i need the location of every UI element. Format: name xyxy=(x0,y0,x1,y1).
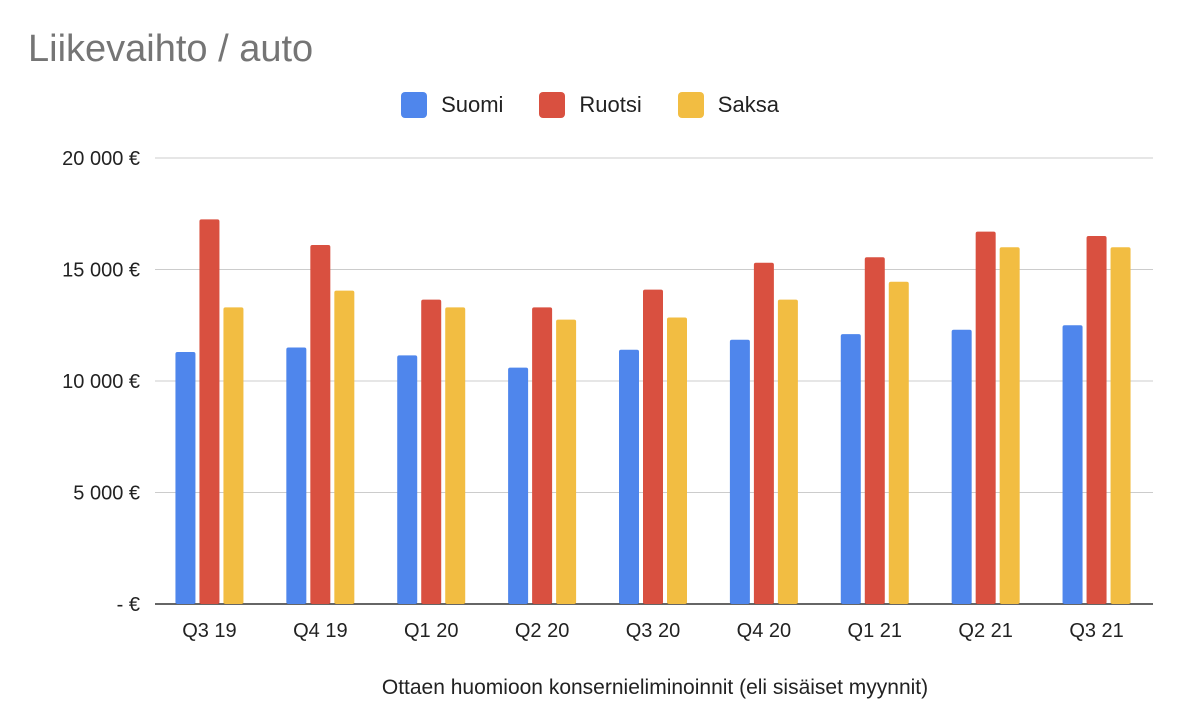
x-tick-label: Q3 19 xyxy=(182,620,236,642)
bar-suomi-q2-20[interactable] xyxy=(508,367,529,604)
legend-swatch-suomi xyxy=(401,92,428,118)
bars xyxy=(175,219,1131,605)
bar-suomi-q4-19[interactable] xyxy=(286,347,307,604)
bar-saksa-q3-20[interactable] xyxy=(667,317,687,604)
bar-suomi-q4-20[interactable] xyxy=(729,339,750,604)
y-tick-label: 5 000 € xyxy=(73,483,140,505)
x-tick-label: Q3 21 xyxy=(1069,620,1123,642)
legend-item-saksa[interactable]: Saksa xyxy=(677,92,779,118)
bar-ruotsi-q1-20[interactable] xyxy=(421,299,442,604)
bar-suomi-q3-20[interactable] xyxy=(619,349,639,604)
bar-saksa-q4-19[interactable] xyxy=(334,290,355,604)
y-axis-ticks: - € 5 000 € 10 000 € 15 000 € 20 000 € xyxy=(62,148,140,616)
bar-saksa-q4-20[interactable] xyxy=(777,299,798,604)
bar-suomi-q1-20[interactable] xyxy=(397,355,418,604)
x-tick-label: Q4 20 xyxy=(737,620,791,642)
bar-ruotsi-q4-19[interactable] xyxy=(310,244,331,604)
x-tick-label: Q1 20 xyxy=(404,620,458,642)
legend-label-ruotsi: Ruotsi xyxy=(579,92,642,117)
bar-saksa-q1-21[interactable] xyxy=(888,281,909,604)
y-tick-label: - € xyxy=(117,594,140,616)
x-tick-label: Q3 20 xyxy=(626,620,680,642)
legend-swatch-ruotsi xyxy=(539,92,566,118)
bar-ruotsi-q3-21[interactable] xyxy=(1086,236,1107,605)
bar-saksa-q2-20[interactable] xyxy=(556,319,577,604)
y-tick-label: 10 000 € xyxy=(62,371,140,393)
bar-ruotsi-q1-21[interactable] xyxy=(864,257,885,604)
bar-saksa-q3-19[interactable] xyxy=(223,307,244,604)
legend-label-saksa: Saksa xyxy=(717,92,779,117)
x-tick-label: Q2 21 xyxy=(958,620,1012,642)
legend-swatch-saksa xyxy=(677,92,704,118)
bar-suomi-q3-19[interactable] xyxy=(175,352,196,604)
x-axis-ticks: Q3 19 Q4 19 Q1 20 Q2 20 Q3 20 Q4 20 Q1 21 Q2 21… xyxy=(182,620,1124,642)
chart-title: Liikevaihto / auto xyxy=(28,28,314,70)
x-tick-label: Q4 19 xyxy=(293,620,347,642)
legend-item-suomi[interactable]: Suomi xyxy=(401,92,503,118)
bar-saksa-q2-21[interactable] xyxy=(999,247,1020,604)
x-axis-label: Ottaen huomioon konsernieliminoinnit (el… xyxy=(381,676,929,699)
bar-saksa-q3-21[interactable] xyxy=(1110,247,1131,604)
x-tick-label: Q1 21 xyxy=(848,620,902,642)
bar-suomi-q2-21[interactable] xyxy=(951,329,972,604)
y-tick-label: 20 000 € xyxy=(62,148,140,170)
chart-legend: Suomi Ruotsi Saksa xyxy=(0,92,1180,118)
bar-ruotsi-q3-19[interactable] xyxy=(199,219,220,604)
bar-suomi-q3-21[interactable] xyxy=(1062,325,1083,604)
bar-ruotsi-q4-20[interactable] xyxy=(753,262,774,604)
bar-suomi-q1-21[interactable] xyxy=(840,334,861,604)
legend-label-suomi: Suomi xyxy=(441,92,504,117)
legend-item-ruotsi[interactable]: Ruotsi xyxy=(539,92,642,118)
bar-ruotsi-q2-20[interactable] xyxy=(532,307,553,604)
bar-saksa-q1-20[interactable] xyxy=(445,307,466,604)
y-tick-label: 15 000 € xyxy=(62,260,140,282)
bar-ruotsi-q2-21[interactable] xyxy=(975,231,996,604)
bar-ruotsi-q3-20[interactable] xyxy=(643,289,663,604)
x-tick-label: Q2 20 xyxy=(515,620,569,642)
